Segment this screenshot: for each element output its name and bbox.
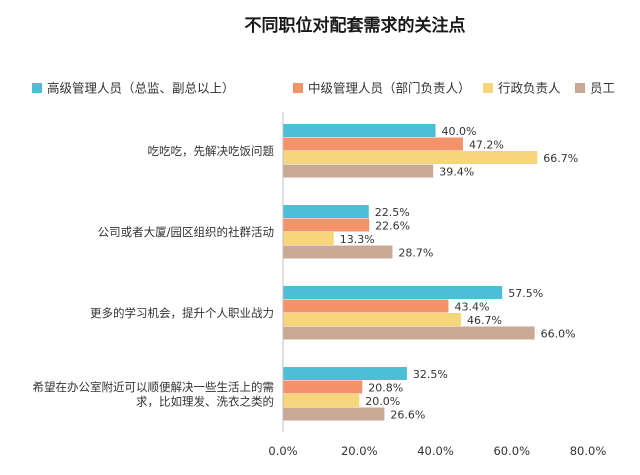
bar-cat3-series4 [283, 326, 535, 340]
value-label-cat3-series3: 46.7% [467, 314, 502, 327]
value-label-cat2-series3: 13.3% [340, 233, 375, 246]
bar-cat2-series3 [283, 232, 334, 245]
bar-cat4-series4 [283, 407, 385, 421]
x-axis-ticks: 0.0% 20.0% 40.0% 60.0% 80.0% [268, 444, 606, 458]
legend-label-2: 中级管理人员（部门负责人） [308, 81, 471, 96]
bar-cat2-series1 [283, 205, 369, 218]
value-label-cat1-series4: 39.4% [439, 165, 474, 178]
category-labels: 吃吃吃，先解决吃饭问题公司或者大厦/园区组织的社群活动更多的学习机会，提升个人职… [33, 144, 275, 408]
legend: 高级管理人员（总监、副总以上） 中级管理人员（部门负责人） 行政负责人 员工 [32, 81, 615, 96]
bar-cat1-series3 [283, 151, 538, 164]
bar-cat4-series1 [283, 367, 407, 380]
bar-cat3-series1 [283, 286, 503, 299]
chart-title: 不同职位对配套需求的关注点 [245, 15, 466, 36]
value-labels: 40.0%47.2% 66.7% 39.4% 22.5%22.6%13.3% 28.7%… [340, 125, 579, 422]
legend-label-4: 员工 [590, 81, 615, 96]
bar-cat2-series2 [283, 218, 370, 232]
x-tick-label-1: 0.0% [268, 444, 297, 458]
legend-label-3: 行政负责人 [498, 81, 561, 96]
bar-cat1-series2 [283, 137, 463, 151]
x-tick-label-3: 40.0% [417, 444, 454, 458]
legend-swatch-4 [575, 83, 585, 93]
bar-cat3-series3 [283, 313, 462, 326]
x-tick-label-2: 20.0% [341, 444, 378, 458]
value-label-cat3-series1: 57.5% [508, 287, 543, 300]
bar-cat1-series4 [283, 164, 434, 178]
value-label-cat4-series1: 32.5% [413, 368, 448, 381]
legend-swatch-3 [483, 83, 493, 93]
value-label-cat4-series4: 26.6% [390, 408, 425, 421]
bar-cat4-series2 [283, 380, 363, 394]
bar-cat1-series1 [283, 124, 436, 137]
value-label-cat2-series2: 22.6% [375, 219, 410, 232]
legend-label-1: 高级管理人员（总监、副总以上） [47, 81, 235, 96]
value-label-cat1-series3: 66.7% [543, 152, 578, 165]
x-tick-label-5: 80.0% [570, 444, 607, 458]
legend-swatch-1 [32, 83, 42, 93]
value-label-cat4-series3: 20.0% [365, 395, 400, 408]
value-label-cat2-series4: 28.7% [398, 246, 433, 259]
category-label-1: 吃吃吃，先解决吃饭问题 [148, 144, 275, 158]
value-label-cat3-series2: 43.4% [454, 300, 489, 313]
category-label-4-line-1: 希望在办公室附近可以顺便解决一些生活上的需 [33, 380, 275, 394]
bar-cat3-series2 [283, 299, 449, 313]
value-label-cat1-series1: 40.0% [442, 125, 477, 138]
bar-cat4-series3 [283, 394, 360, 407]
value-label-cat2-series1: 22.5% [375, 206, 410, 219]
category-label-2: 公司或者大厦/园区组织的社群活动 [98, 225, 274, 239]
legend-swatch-2 [293, 83, 303, 93]
value-label-cat3-series4: 66.0% [541, 327, 576, 340]
value-label-cat4-series2: 20.8% [368, 381, 403, 394]
category-label-4-line-2: 求，比如理发、洗衣之类的 [136, 394, 274, 408]
x-tick-label-4: 60.0% [493, 444, 530, 458]
bars [283, 124, 538, 421]
value-label-cat1-series2: 47.2% [469, 138, 504, 151]
bar-cat2-series4 [283, 245, 393, 259]
category-label-3: 更多的学习机会，提升个人职业战力 [90, 306, 274, 320]
